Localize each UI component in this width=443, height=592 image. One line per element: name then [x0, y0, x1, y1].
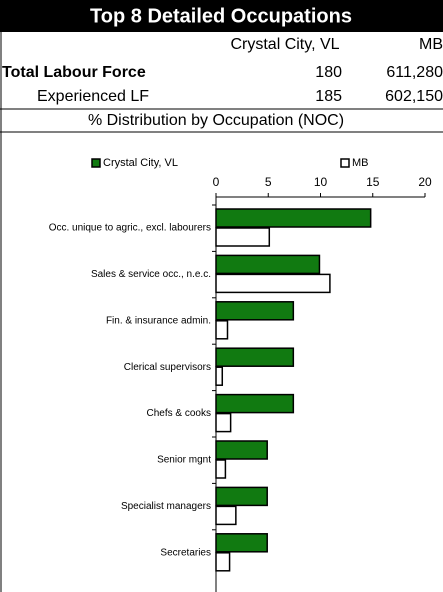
y-tick-label: Chefs & cooks	[147, 408, 211, 419]
bar	[215, 366, 224, 386]
bar	[215, 486, 268, 507]
bar	[215, 505, 237, 526]
y-tick-label: Senior mgnt	[157, 455, 211, 466]
bar	[215, 412, 232, 433]
x-tick-label: 15	[366, 175, 380, 189]
x-tick-label: 0	[213, 175, 220, 189]
bar	[215, 459, 227, 479]
bar	[215, 320, 229, 340]
row-label: Total Labour Force	[2, 64, 146, 81]
x-tick-label: 10	[314, 175, 328, 189]
cell: 611,280	[386, 64, 443, 81]
section-title: % Distribution by Occupation (NOC)	[88, 112, 344, 129]
x-tick-label: 20	[418, 175, 432, 189]
bar	[215, 208, 372, 228]
bar	[215, 533, 268, 553]
y-tick-label: Clerical supervisors	[124, 362, 211, 373]
legend-swatch	[91, 158, 101, 168]
y-tick-label: Occ. unique to agric., excl. labourers	[49, 223, 211, 234]
bar	[215, 301, 295, 321]
legend-swatch	[340, 158, 350, 168]
cell: 180	[315, 64, 342, 81]
y-tick-label: Fin. & insurance admin.	[106, 315, 211, 326]
y-tick-label: Secretaries	[160, 547, 211, 558]
cell: 602,150	[385, 88, 443, 105]
y-tick-label: Specialist managers	[121, 501, 211, 512]
bar	[215, 552, 231, 572]
y-tick-label: Sales & service occ., n.e.c.	[91, 269, 211, 280]
title-bar	[0, 0, 443, 32]
bar	[215, 227, 271, 247]
x-tick-label: 5	[265, 175, 272, 189]
bar	[215, 393, 295, 414]
cell: 185	[315, 88, 342, 105]
column-header: MB	[419, 36, 443, 53]
bar	[215, 440, 268, 460]
title: Top 8 Detailed Occupations	[90, 5, 352, 27]
legend-label: Crystal City, VL	[103, 157, 178, 169]
bar	[215, 347, 295, 367]
legend-label: MB	[352, 157, 369, 169]
column-header: Crystal City, VL	[230, 36, 339, 53]
bar	[215, 273, 331, 294]
bar	[215, 254, 321, 275]
row-label: Experienced LF	[37, 88, 149, 105]
